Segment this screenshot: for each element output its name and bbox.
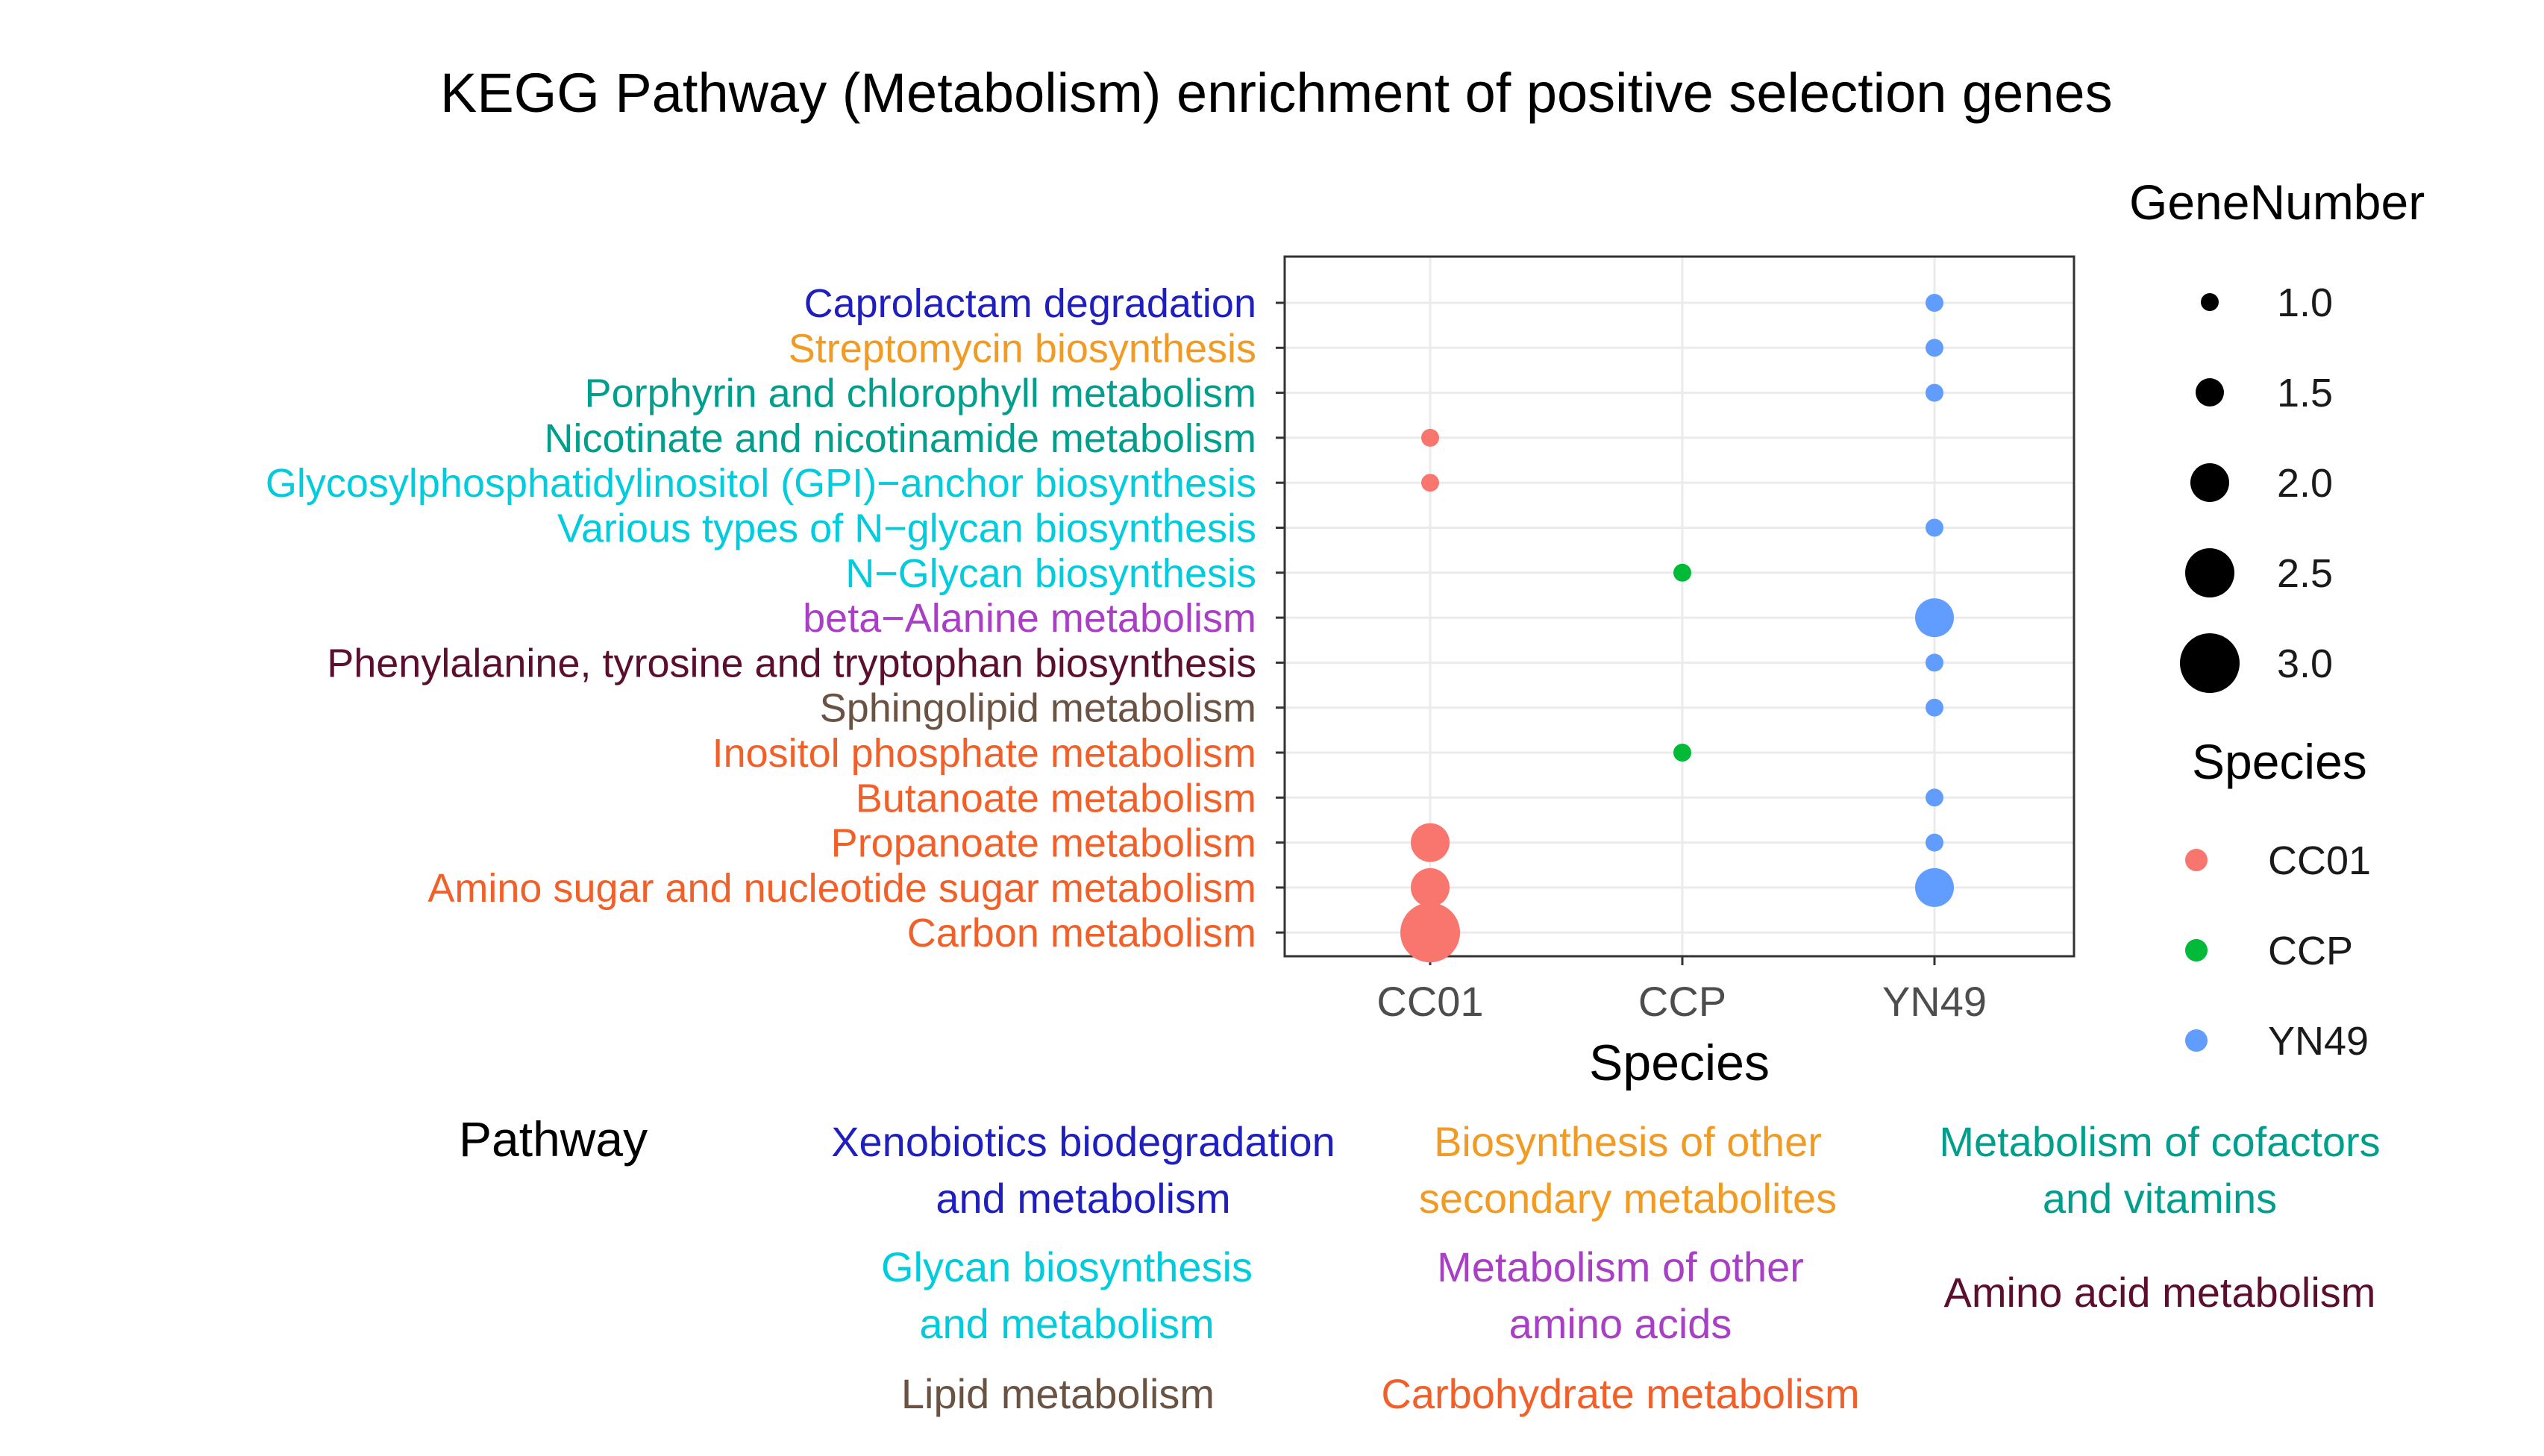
size-legend-key [2185,548,2234,597]
size-legend-key [2190,463,2229,502]
data-points [1400,294,1954,963]
y-label-porphyrin-and-chlorophyll-metabolism: Porphyrin and chlorophyll metabolism [585,371,1256,416]
size-legend-label: 2.5 [2277,551,2333,596]
point-yn49-caprolactam-degradation [1926,294,1943,312]
point-cc01-glycosylphosphatidylinositol-gpi-anchor-biosynthesis [1421,474,1439,492]
size-legend-label: 1.5 [2277,371,2333,415]
point-yn49-beta-alanine-metabolism [1915,598,1954,638]
point-yn49-sphingolipid-metabolism [1926,698,1943,717]
size-legend-key [2180,633,2240,693]
y-label-butanoate-metabolism: Butanoate metabolism [856,776,1256,820]
x-axis-title: Species [1589,1035,1770,1091]
y-label-glycosylphosphatidylinositol-gpi-anchor-biosynthesis: Glycosylphosphatidylinositol (GPI)−ancho… [266,461,1256,506]
y-label-nicotinate-and-nicotinamide-metabolism: Nicotinate and nicotinamide metabolism [545,416,1257,461]
species-legend-label-ccp: CCP [2268,929,2353,973]
y-label-sphingolipid-metabolism: Sphingolipid metabolism [820,686,1256,731]
panel-border [1283,255,2075,958]
pathway-legend-item-metabolism-of-cofactors-and-vitamins: Metabolism of cofactors and vitamins [1939,1118,2380,1222]
point-yn49-streptomycin-biosynthesis [1926,339,1943,357]
x-tick-label-ccp: CCP [1638,978,1726,1025]
pathway-legend-item-amino-acid-metabolism: Amino acid metabolism [1944,1269,2376,1316]
x-tick-label-cc01: CC01 [1376,978,1483,1025]
species-legend-key-yn49 [2185,1029,2208,1052]
y-label-caprolactam-degradation: Caprolactam degradation [804,281,1256,326]
point-ccp-inositol-phosphate-metabolism [1673,744,1691,762]
point-cc01-amino-sugar-and-nucleotide-sugar-metabolism [1411,867,1450,907]
species-legend-key-ccp [2185,939,2208,961]
size-legend-key [2196,378,2224,407]
chart-title: KEGG Pathway (Metabolism) enrichment of … [440,62,2113,124]
point-cc01-nicotinate-and-nicotinamide-metabolism [1421,428,1439,447]
y-label-propanoate-metabolism: Propanoate metabolism [831,821,1256,866]
point-yn49-porphyrin-and-chlorophyll-metabolism [1926,383,1943,402]
point-yn49-various-types-of-n-glycan-biosynthesis [1926,518,1943,537]
pathway-legend-item-xenobiotics-biodegradation-and-metabolism: Xenobiotics biodegradation and metabolism [831,1118,1335,1222]
species-legend-label-yn49: YN49 [2268,1019,2369,1064]
y-label-beta-alanine-metabolism: beta−Alanine metabolism [803,596,1256,641]
gene-number-legend: GeneNumber 1.0 1.5 2.0 2.5 3.0 [2129,175,2425,693]
size-legend-label: 2.0 [2277,461,2333,506]
size-legend-label: 1.0 [2277,280,2333,325]
x-axis: CC01 CCP YN49 Species [1376,956,1987,1091]
plot-panel [1283,255,2075,958]
size-legend-key [2201,293,2219,311]
size-legend-title: GeneNumber [2129,175,2425,230]
x-tick-label-yn49: YN49 [1882,978,1987,1025]
point-yn49-propanoate-metabolism [1926,833,1943,852]
y-label-n-glycan-biosynthesis: N−Glycan biosynthesis [845,551,1256,596]
point-ccp-n-glycan-biosynthesis [1673,563,1691,582]
point-yn49-butanoate-metabolism [1926,788,1943,807]
species-legend: Species CC01 CCP YN49 [2185,734,2371,1064]
pathway-legend-item-biosynthesis-of-other-secondary-metabolites: Biosynthesis of other secondary metabolit… [1419,1118,1837,1222]
point-cc01-propanoate-metabolism [1411,823,1450,862]
species-legend-label-cc01: CC01 [2268,838,2371,883]
y-label-carbon-metabolism: Carbon metabolism [907,911,1256,956]
pathway-legend-title: Pathway [459,1111,648,1167]
pathway-legend-item-glycan-biosynthesis-and-metabolism: Glycan biosynthesis and metabolism [881,1243,1253,1347]
pathway-legend-item-lipid-metabolism: Lipid metabolism [901,1370,1215,1417]
point-yn49-amino-sugar-and-nucleotide-sugar-metabolism [1915,867,1954,907]
panel-background [1285,257,2074,956]
point-cc01-carbon-metabolism [1400,903,1460,963]
y-label-various-types-of-n-glycan-biosynthesis: Various types of N−glycan biosynthesis [557,506,1256,551]
y-label-streptomycin-biosynthesis: Streptomycin biosynthesis [789,326,1256,371]
y-label-phenylalanine-tyrosine-and-tryptophan-biosynthesis: Phenylalanine, tyrosine and tryptophan b… [327,641,1256,685]
pathway-legend-item-carbohydrate-metabolism: Carbohydrate metabolism [1381,1370,1859,1417]
pathway-legend-item-metabolism-of-other-amino-acids: Metabolism of other amino acids [1437,1243,1804,1347]
size-legend-label: 3.0 [2277,641,2333,686]
y-label-amino-sugar-and-nucleotide-sugar-metabolism: Amino sugar and nucleotide sugar metabol… [427,866,1256,911]
point-yn49-phenylalanine-tyrosine-and-tryptophan-biosynthesis [1926,653,1943,672]
pathway-legend: Pathway Xenobiotics biodegradation and met… [459,1111,2381,1417]
y-label-inositol-phosphate-metabolism: Inositol phosphate metabolism [712,731,1256,776]
species-legend-title: Species [2192,734,2367,789]
species-legend-key-cc01 [2185,849,2208,871]
